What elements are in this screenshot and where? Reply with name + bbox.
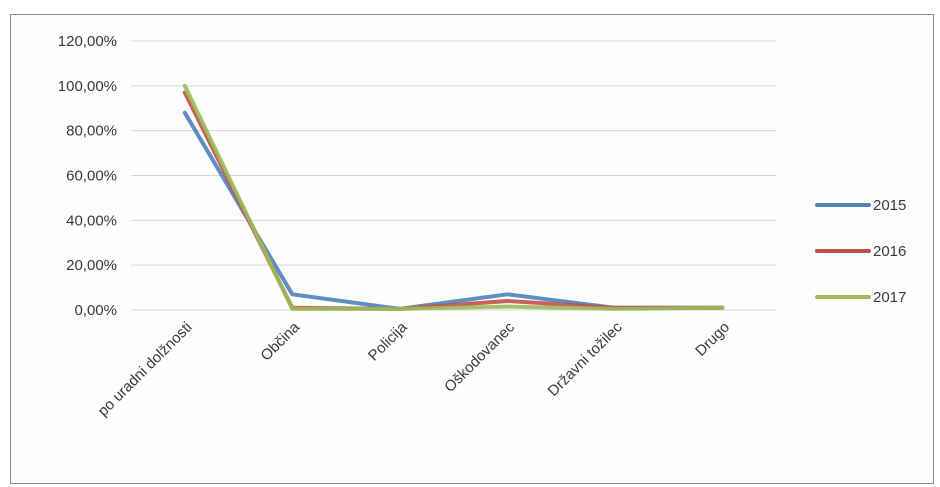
legend-label-2017: 2017 xyxy=(873,289,906,306)
line-chart: 0,00% 20,00% 40,00% 60,00% 80,00% 100,00% 120,… xyxy=(58,33,907,420)
x-category-label: Oškodovanec xyxy=(441,318,518,395)
chart-frame: 0,00% 20,00% 40,00% 60,00% 80,00% 100,00% 120,… xyxy=(10,14,934,484)
y-axis-tick-labels: 0,00% 20,00% 40,00% 60,00% 80,00% 100,00% 120,… xyxy=(58,33,117,319)
y-tick-label: 120,00% xyxy=(58,33,117,50)
x-category-label: Občina xyxy=(257,318,303,364)
series-lines xyxy=(182,83,725,311)
y-tick-label: 60,00% xyxy=(66,168,117,185)
series-line-2016 xyxy=(182,90,725,311)
y-tick-label: 20,00% xyxy=(66,257,117,274)
y-tick-label: 100,00% xyxy=(58,78,117,95)
y-tick-label: 80,00% xyxy=(66,123,117,140)
x-category-label: Policija xyxy=(365,318,411,364)
x-category-label: po uradni dolžnosti xyxy=(95,319,196,420)
x-category-label: Drugo xyxy=(692,319,733,360)
legend-label-2016: 2016 xyxy=(873,243,906,260)
series-line-2015 xyxy=(182,110,725,311)
legend-label-2015: 2015 xyxy=(873,197,906,214)
x-axis-category-labels: po uradni dolžnosti Občina Policija Oškodov… xyxy=(95,318,734,420)
y-tick-label: 40,00% xyxy=(66,212,117,229)
gridlines xyxy=(131,40,776,311)
x-category-label: Državni tožilec xyxy=(545,318,626,399)
series-line-2017 xyxy=(182,83,725,311)
y-tick-label: 0,00% xyxy=(74,302,117,319)
legend: 2015 2016 2017 xyxy=(815,197,906,306)
